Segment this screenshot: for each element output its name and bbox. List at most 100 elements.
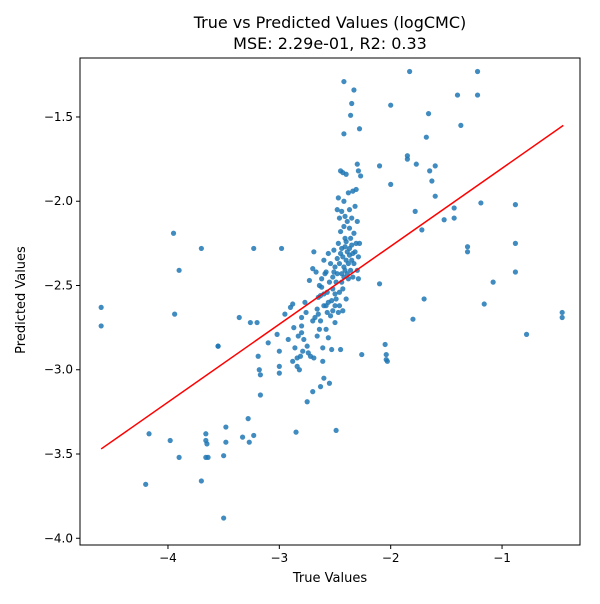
data-point: [326, 380, 333, 386]
data-point: [215, 343, 221, 349]
data-point: [317, 384, 324, 390]
data-point: [247, 319, 253, 326]
data-point: [336, 289, 343, 295]
y-tick-label: −4.0: [44, 531, 73, 545]
data-point: [303, 309, 309, 316]
data-point: [321, 257, 327, 263]
plot-area: −4 −3 −2 −1 −4.0 −3.5 −3.0 −2.5 −2.0 −1.5: [44, 57, 581, 565]
data-point: [333, 296, 339, 302]
data-point: [341, 223, 347, 230]
data-point: [296, 367, 302, 373]
data-point: [458, 122, 464, 128]
data-point: [382, 341, 388, 348]
data-point: [323, 269, 329, 275]
data-point: [299, 330, 305, 336]
data-point: [299, 314, 305, 321]
data-point: [352, 203, 358, 209]
data-point: [314, 306, 320, 312]
data-point: [332, 319, 338, 326]
data-point: [474, 68, 481, 75]
data-point: [355, 254, 361, 260]
data-point: [236, 314, 242, 321]
data-point: [278, 245, 285, 252]
data-point: [348, 267, 354, 273]
data-point: [282, 311, 288, 317]
data-point: [293, 429, 299, 435]
data-point: [334, 271, 340, 277]
data-point: [257, 372, 263, 378]
data-point: [335, 240, 341, 246]
data-point: [334, 255, 340, 262]
data-point: [423, 134, 429, 140]
data-point: [355, 276, 361, 282]
data-point: [358, 173, 364, 179]
data-point: [146, 431, 152, 437]
data-point: [337, 228, 344, 235]
data-point: [321, 375, 327, 381]
data-point: [326, 279, 333, 285]
data-point: [413, 161, 419, 167]
data-point: [251, 245, 257, 252]
data-point: [313, 269, 319, 275]
data-point: [276, 348, 282, 354]
data-point: [432, 163, 438, 169]
data-point: [481, 301, 487, 307]
data-point: [341, 78, 347, 85]
chart-subtitle: MSE: 2.29e-01, R2: 0.33: [233, 34, 427, 53]
data-point: [383, 351, 389, 358]
data-point: [376, 163, 383, 169]
data-point: [251, 432, 257, 439]
data-point: [320, 358, 326, 364]
data-point: [324, 309, 330, 316]
data-point: [410, 316, 416, 322]
y-tick-label: −2.5: [44, 278, 73, 292]
data-point: [427, 168, 433, 174]
data-point: [316, 326, 323, 332]
x-tick-label: −1: [493, 551, 511, 565]
data-point: [221, 453, 227, 459]
data-point: [167, 437, 173, 444]
x-axis-label: True Values: [292, 571, 367, 586]
data-point: [285, 336, 291, 343]
data-point: [335, 309, 341, 316]
data-point: [143, 481, 149, 487]
data-point: [454, 92, 461, 98]
data-point: [319, 276, 325, 282]
data-point: [344, 218, 350, 225]
data-point: [290, 301, 296, 307]
data-point: [325, 250, 331, 257]
data-point: [337, 346, 344, 353]
data-point: [312, 314, 318, 321]
data-point: [346, 225, 353, 231]
data-point: [388, 181, 394, 187]
data-point: [334, 207, 340, 213]
data-point: [276, 370, 282, 376]
data-point: [332, 303, 338, 309]
data-point: [351, 230, 357, 236]
data-point: [388, 102, 394, 108]
data-point: [311, 249, 317, 255]
y-tick-label: −3.0: [44, 363, 73, 377]
data-point: [329, 298, 335, 304]
data-point: [320, 345, 326, 351]
data-point: [319, 284, 325, 290]
data-point: [274, 331, 280, 337]
data-point: [198, 245, 204, 252]
data-point: [299, 323, 305, 329]
data-point: [336, 260, 343, 267]
data-points: [98, 68, 565, 521]
data-point: [302, 299, 308, 305]
data-point: [421, 296, 427, 302]
data-point: [306, 277, 312, 284]
regression-line: [100, 124, 564, 450]
data-point: [310, 389, 316, 395]
data-point: [176, 454, 182, 460]
data-point: [351, 260, 357, 267]
data-point: [176, 267, 182, 273]
data-point: [512, 240, 519, 246]
data-point: [352, 249, 358, 255]
x-tick-label: −3: [270, 551, 288, 565]
data-point: [332, 291, 338, 297]
data-point: [451, 215, 457, 221]
